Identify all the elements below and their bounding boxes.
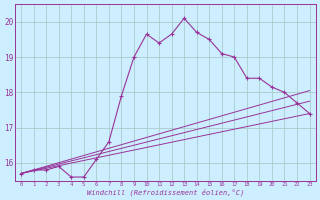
X-axis label: Windchill (Refroidissement éolien,°C): Windchill (Refroidissement éolien,°C) bbox=[87, 188, 244, 196]
